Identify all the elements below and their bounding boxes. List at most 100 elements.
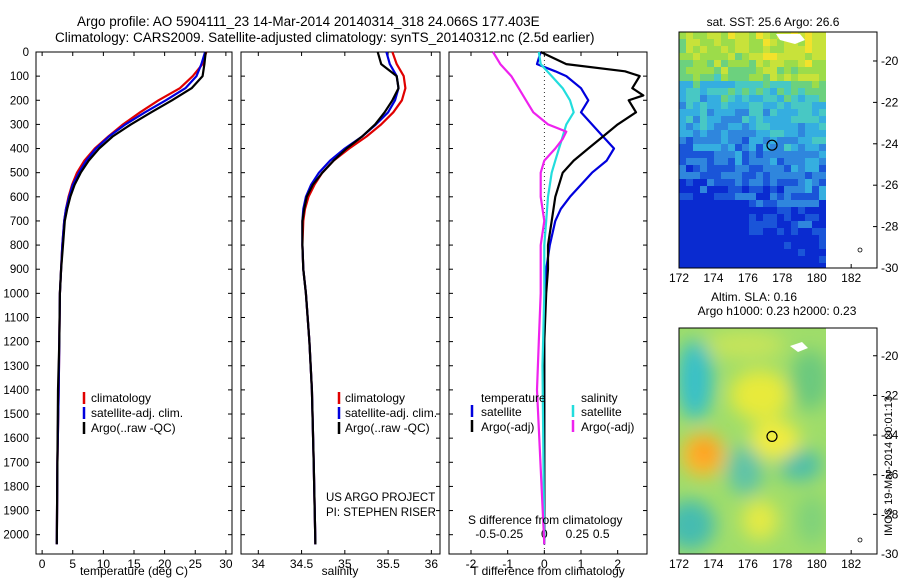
sst-cell [784, 53, 791, 60]
sst-cell [714, 88, 721, 95]
series-line-argo-raw-qc- [301, 51, 400, 545]
sst-cell [819, 242, 826, 249]
sst-cell [784, 102, 791, 109]
sst-cell [770, 186, 777, 193]
sst-cell [784, 46, 791, 53]
sst-cell [770, 95, 777, 102]
sst-cell [770, 81, 777, 88]
sst-cell [749, 32, 756, 39]
sst-cell [707, 88, 714, 95]
sst-cell [749, 165, 756, 172]
sst-cell [707, 95, 714, 102]
sst-cell [756, 172, 763, 179]
sst-cell [777, 207, 784, 214]
sst-cell [679, 81, 686, 88]
sst-cell [721, 263, 728, 268]
map-x-tick-label: 172 [669, 271, 689, 285]
sst-cell [770, 221, 777, 228]
sst-cell [679, 207, 686, 214]
map-x-tick-label: 176 [738, 557, 758, 571]
sst-cell [819, 53, 826, 60]
sst-cell [798, 123, 805, 130]
depth-tick-label: 300 [10, 119, 29, 131]
sst-cell [819, 32, 826, 39]
sst-cell [791, 263, 798, 268]
sst-cell [805, 179, 812, 186]
sst-cell [749, 172, 756, 179]
sst-cell [749, 53, 756, 60]
sst-cell [714, 67, 721, 74]
sst-cell [742, 60, 749, 67]
sst-cell [686, 109, 693, 116]
sst-cell [819, 256, 826, 263]
sst-cell [742, 263, 749, 268]
sst-cell [742, 165, 749, 172]
depth-tick-label: 1200 [3, 337, 29, 349]
sst-cell [812, 102, 819, 109]
sst-cell [812, 214, 819, 221]
sst-cell [791, 46, 798, 53]
sst-cell [770, 123, 777, 130]
sst-cell [812, 46, 819, 53]
sst-cell [777, 200, 784, 207]
sst-cell [742, 235, 749, 242]
sst-cell [735, 130, 742, 137]
sst-cell [679, 32, 686, 39]
sst-cell [784, 39, 791, 46]
sst-cell [721, 137, 728, 144]
sst-cell [735, 179, 742, 186]
sst-cell [728, 88, 735, 95]
sst-cell [819, 130, 826, 137]
sst-cell [812, 81, 819, 88]
sst-cell [707, 214, 714, 221]
sst-cell [777, 242, 784, 249]
sst-cell [756, 200, 763, 207]
sst-cell [749, 60, 756, 67]
sst-cell [700, 67, 707, 74]
sst-cell [756, 74, 763, 81]
sst-cell [735, 53, 742, 60]
x-tick-label: 35 [338, 557, 352, 571]
sst-cell [749, 207, 756, 214]
sst-cell [721, 39, 728, 46]
difference-xlabel-top: S difference from climatology [468, 513, 623, 527]
sst-cell [700, 32, 707, 39]
sst-cell [700, 60, 707, 67]
sst-cell [812, 179, 819, 186]
x-tick-label: 20 [158, 557, 172, 571]
sst-cell [812, 109, 819, 116]
sst-cell [721, 158, 728, 165]
sst-cell [742, 242, 749, 249]
sst-cell [812, 130, 819, 137]
sst-cell [693, 235, 700, 242]
sst-cell [798, 95, 805, 102]
sst-cell [819, 193, 826, 200]
sst-cell [791, 200, 798, 207]
sst-cell [784, 186, 791, 193]
sst-cell [714, 186, 721, 193]
sst-cell [679, 46, 686, 53]
map-y-tick-label: -24 [881, 137, 899, 151]
map-sla-argo-marker [766, 430, 778, 442]
sst-cell [819, 60, 826, 67]
sst-cell [721, 130, 728, 137]
sst-cell [784, 137, 791, 144]
sst-cell [721, 123, 728, 130]
sst-cell [763, 53, 770, 60]
sst-cell [819, 214, 826, 221]
sst-cell [721, 81, 728, 88]
sst-cell [805, 130, 812, 137]
sst-cell [763, 95, 770, 102]
sst-cell [805, 151, 812, 158]
sst-cell [812, 95, 819, 102]
sst-cell [770, 249, 777, 256]
sst-cell [756, 46, 763, 53]
sst-cell [784, 95, 791, 102]
sst-cell [714, 193, 721, 200]
sst-cell [819, 137, 826, 144]
map-y-tick-label: -28 [881, 507, 899, 521]
sst-cell [749, 151, 756, 158]
sst-cell [798, 235, 805, 242]
sst-cell [805, 200, 812, 207]
sst-cell [798, 60, 805, 67]
